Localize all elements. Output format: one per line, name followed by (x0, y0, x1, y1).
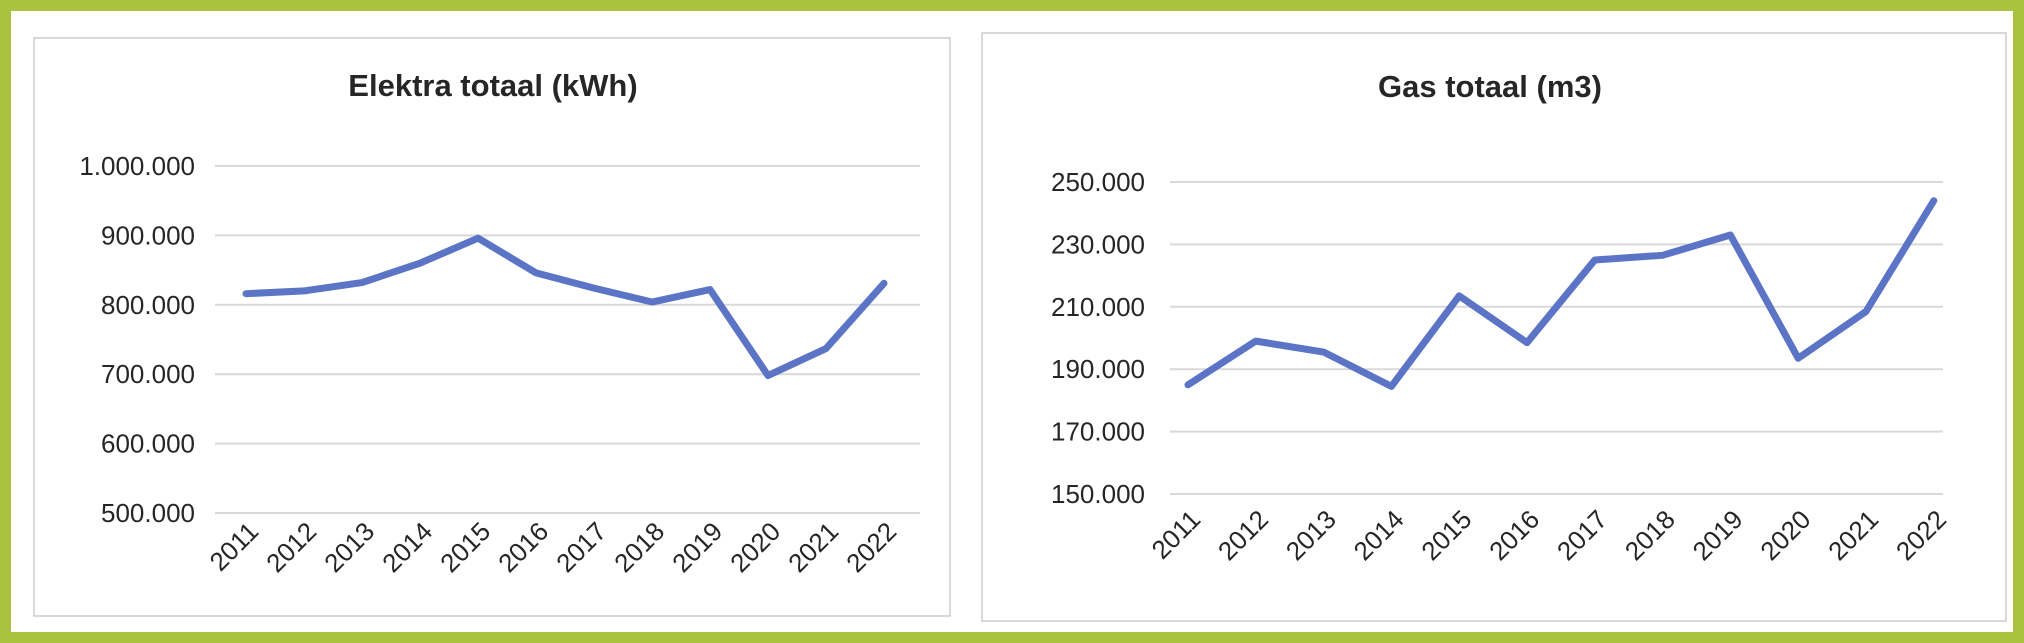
x-tick-label: 2014 (1348, 504, 1410, 566)
x-tick-label: 2011 (1145, 504, 1206, 565)
x-tick-label: 2015 (434, 516, 496, 578)
chart-title: Gas totaal (m3) (1378, 69, 1602, 104)
series-line (242, 234, 888, 380)
x-tick-label: 2022 (1890, 504, 1952, 566)
x-tick-label: 2012 (1212, 504, 1274, 566)
x-tick-label: 2020 (1754, 504, 1816, 566)
x-tick-label: 2020 (724, 516, 786, 578)
x-tick-label: 2014 (376, 516, 438, 578)
x-tick-label: 2016 (1483, 504, 1545, 566)
y-tick-label: 230.000 (1051, 229, 1145, 259)
x-tick-label: 2013 (1280, 504, 1342, 566)
series-line (1184, 197, 1938, 390)
y-tick-label: 900.000 (101, 220, 195, 250)
x-tick-label: 2013 (318, 516, 380, 578)
chart-title: Elektra totaal (kWh) (348, 68, 637, 103)
x-tick-label: 2011 (203, 516, 264, 577)
y-tick-label: 700.000 (101, 359, 195, 389)
x-tick-label: 2021 (782, 516, 844, 578)
x-tick-label: 2018 (1619, 504, 1681, 566)
y-tick-label: 1.000.000 (79, 151, 195, 181)
y-tick-label: 210.000 (1051, 292, 1145, 322)
chart-panel-gas: Gas totaal (m3) 150.000 170.000 190.000 210… (981, 32, 2007, 622)
x-tick-label: 2019 (666, 516, 728, 578)
chart-panel-electricity: Elektra totaal (kWh) 500.000 600.000 700.0… (33, 37, 951, 617)
y-tick-label: 600.000 (101, 429, 195, 459)
y-tick-label: 500.000 (101, 498, 195, 528)
x-tick-label: 2016 (492, 516, 554, 578)
electricity-chart: Elektra totaal (kWh) 500.000 600.000 700.0… (79, 68, 920, 578)
x-tick-label: 2015 (1415, 504, 1477, 566)
y-tick-label: 800.000 (101, 290, 195, 320)
x-tick-label: 2019 (1687, 504, 1749, 566)
x-tick-label: 2017 (550, 516, 612, 578)
x-tick-label: 2012 (260, 516, 322, 578)
y-tick-label: 250.000 (1051, 167, 1145, 197)
x-tick-label: 2022 (840, 516, 902, 578)
outer-frame: Elektra totaal (kWh) 500.000 600.000 700.0… (11, 11, 2013, 632)
x-tick-label: 2018 (608, 516, 670, 578)
y-tick-label: 190.000 (1051, 354, 1145, 384)
gas-chart: Gas totaal (m3) 150.000 170.000 190.000 210… (1051, 69, 1952, 566)
y-tick-label: 170.000 (1051, 417, 1145, 447)
x-tick-label: 2021 (1822, 504, 1884, 566)
x-tick-label: 2017 (1551, 504, 1613, 566)
y-tick-label: 150.000 (1051, 479, 1145, 509)
